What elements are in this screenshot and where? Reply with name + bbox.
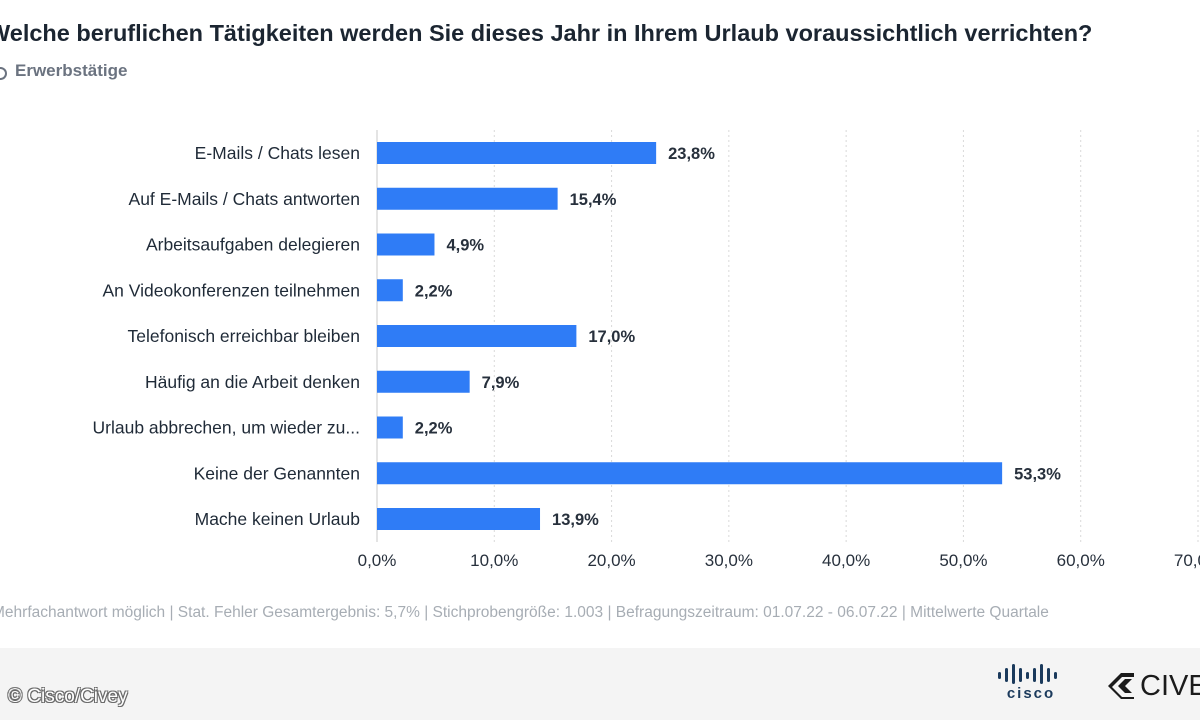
value-label: 15,4%: [570, 191, 617, 209]
circle-icon: [0, 66, 7, 80]
bar: [377, 416, 403, 439]
bar: [377, 233, 435, 256]
copyright-text: © Cisco/Civey: [8, 686, 128, 707]
value-label: 2,2%: [415, 282, 453, 300]
category-label: E-Mails / Chats lesen: [195, 143, 360, 163]
value-label: 2,2%: [415, 420, 453, 438]
value-labels: 23,8% 15,4% 4,9% 2,2% 17,0% 7,9% 2,2% 53,3% 13,9…: [415, 145, 1061, 529]
bars: [377, 142, 1003, 530]
x-tick-label: 70,0%: [1174, 551, 1200, 570]
category-label: Häufig an die Arbeit denken: [145, 372, 360, 392]
bar: [377, 325, 577, 347]
value-label: 23,8%: [668, 145, 715, 163]
category-label: Arbeitsaufgaben delegieren: [146, 235, 360, 255]
x-tick-label: 50,0%: [939, 551, 987, 570]
subtitle-label: Erwerbstätige: [15, 61, 128, 80]
category-label: An Videokonferenzen teilnehmen: [102, 280, 360, 300]
x-tick-label: 40,0%: [822, 551, 870, 570]
bar-chart: E-Mails / Chats lesen Auf E-Mails / Chats…: [93, 130, 1200, 570]
bar: [377, 279, 403, 302]
cisco-bars-icon: [998, 664, 1057, 684]
bar: [377, 187, 558, 210]
value-label: 7,9%: [482, 374, 520, 392]
x-tick-label: 30,0%: [705, 551, 753, 570]
x-tick-label: 20,0%: [587, 551, 635, 570]
cisco-wordmark: cisco: [1006, 685, 1056, 702]
chart-subtitle: Erwerbstätige: [0, 61, 127, 81]
cisco-logo: cisco: [996, 664, 1066, 704]
chart-footnote: Mehrfachantwort möglich | Stat. Fehler G…: [0, 604, 1049, 621]
bar: [377, 508, 541, 530]
category-label: Mache keinen Urlaub: [195, 509, 360, 529]
civey-logo: CIVEY: [1104, 668, 1200, 704]
bar: [377, 462, 1003, 485]
civey-wordmark: CIVEY: [1140, 670, 1200, 702]
bar: [377, 142, 657, 164]
category-labels: E-Mails / Chats lesen Auf E-Mails / Chats…: [93, 143, 361, 529]
chart-title: Welche beruflichen Tätigkeiten werden Si…: [0, 20, 1093, 46]
x-tick-label: 0,0%: [358, 551, 397, 570]
category-label: Urlaub abbrechen, um wieder zu...: [93, 418, 361, 438]
x-tick-label: 10,0%: [470, 551, 518, 570]
x-tick-label: 60,0%: [1057, 551, 1105, 570]
category-label: Keine der Genannten: [194, 463, 360, 483]
value-label: 4,9%: [446, 237, 484, 255]
footer-band: [0, 648, 1200, 720]
civey-mark-icon: [1108, 673, 1134, 699]
category-label: Auf E-Mails / Chats antworten: [129, 189, 360, 209]
value-label: 13,9%: [552, 511, 599, 529]
value-label: 53,3%: [1014, 465, 1061, 483]
value-label: 17,0%: [588, 328, 635, 346]
bar: [377, 370, 470, 393]
x-axis-ticks: 0,0% 10,0% 20,0% 30,0% 40,0% 50,0% 60,0% 70,0%: [358, 551, 1200, 570]
category-label: Telefonisch erreichbar bleiben: [128, 326, 361, 346]
